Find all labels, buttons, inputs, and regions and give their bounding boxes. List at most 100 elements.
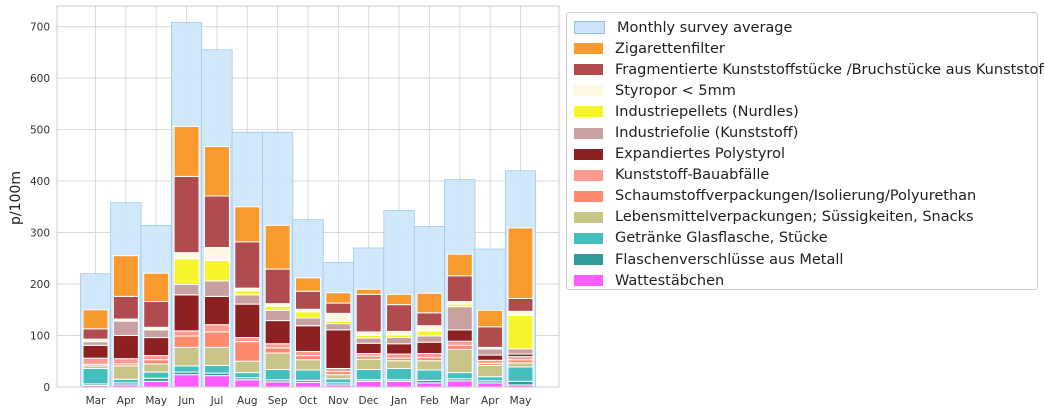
y-tick-label: 300 [30, 228, 50, 240]
stack-segment [173, 330, 200, 337]
legend-swatch [574, 169, 603, 181]
stack-segment [234, 241, 261, 289]
legend-item: Expandiertes Polystyrol [574, 144, 1037, 165]
legend-label: Wattestäbchen [615, 272, 725, 289]
stack-segment [386, 360, 413, 369]
legend-item: Monthly survey average [574, 17, 1037, 38]
stack-segment [416, 360, 443, 371]
y-tick-label: 500 [30, 125, 50, 137]
stack-segment [112, 365, 139, 380]
stack-segment [234, 294, 261, 305]
x-tick-label: Feb [420, 395, 439, 407]
stack-segment [416, 335, 443, 343]
stack-segment [295, 317, 321, 327]
axes [56, 5, 560, 388]
stack-segment [325, 329, 352, 369]
stack-segment [264, 309, 291, 322]
stack-segment [82, 341, 109, 346]
stack-segment [325, 302, 352, 314]
stack-segment [386, 293, 413, 306]
x-tick-label: Nov [328, 395, 349, 407]
stack-segment [446, 253, 473, 277]
stack-segment [173, 294, 200, 332]
stack-segment [264, 347, 291, 354]
legend-swatch [574, 232, 603, 244]
stack-segment [264, 368, 291, 381]
stack-segment [386, 353, 413, 359]
stack-segment [446, 348, 473, 374]
stack-segment [355, 342, 382, 355]
legend: Monthly survey average Zigarettenfilter Fr… [566, 12, 1044, 291]
stack-segment [173, 365, 200, 373]
stack-segment [416, 325, 443, 332]
stack-segment [295, 359, 321, 371]
stack-segment [355, 293, 382, 333]
y-tick-label: 0 [43, 382, 50, 394]
stack-segment [173, 252, 200, 260]
stack-segment [507, 366, 534, 382]
x-tick-label: Mar [86, 395, 106, 407]
stack-segment [325, 312, 352, 322]
stack-segment [143, 371, 170, 379]
stack-segment [173, 335, 200, 348]
stack-segment [82, 357, 109, 365]
legend-swatch [574, 275, 603, 287]
legend-item: Getränke Glasflasche, Stücke [574, 228, 1037, 249]
stack-segment [355, 331, 382, 337]
stack-segment [173, 125, 200, 177]
stack-segment [295, 381, 321, 388]
x-tick-label: Jul [210, 395, 224, 407]
stack-segment [112, 295, 139, 320]
stack-segment [355, 288, 382, 295]
stack-segment [355, 368, 382, 381]
stack-segment [112, 378, 139, 384]
legend-swatch [574, 190, 603, 202]
stack-segment [264, 320, 291, 345]
stack-segment [264, 224, 291, 270]
stack-segment [386, 304, 413, 332]
stack-segment [112, 255, 139, 297]
x-tick-label: May [510, 395, 532, 407]
legend-label: Monthly survey average [617, 19, 793, 36]
stack-segment [203, 375, 230, 388]
stack-segment [143, 355, 170, 361]
stack-segment [477, 326, 504, 348]
stack-segment [416, 330, 443, 337]
stack-segment [507, 297, 534, 312]
x-tick-label: May [145, 395, 167, 407]
legend-label: Expandiertes Polystyrol [615, 146, 785, 163]
stack-segment [203, 280, 230, 297]
legend-label: Lebensmittelverpackungen; Süssigkeiten, … [615, 209, 974, 226]
stack-segment [264, 381, 291, 388]
stack-segment [234, 303, 261, 339]
stack-segment [143, 272, 170, 303]
stack-segment [203, 195, 230, 248]
stack-segment [295, 277, 321, 292]
stack-segment [416, 382, 443, 388]
stack-segment [477, 382, 504, 388]
stack-segment [143, 337, 170, 357]
stack-segment [173, 346, 200, 367]
stack-segment [446, 372, 473, 380]
stack-segment [477, 364, 504, 378]
stack-segment [203, 259, 230, 282]
stack-segment [416, 341, 443, 355]
stack-segment [446, 275, 473, 303]
x-tick-label: Jan [390, 395, 407, 407]
legend-item: Fragmentierte Kunststoffstücke /Bruchstü… [574, 59, 1044, 80]
legend-label: Fragmentierte Kunststoffstücke /Bruchstü… [615, 61, 1044, 78]
legend-item: Lebensmittelverpackungen; Süssigkeiten, … [574, 207, 1037, 228]
stack-segment [82, 344, 109, 359]
stack-segment [325, 292, 352, 304]
legend-swatch [574, 254, 603, 266]
stack-segment [477, 348, 504, 356]
x-tick-label: Apr [117, 395, 136, 407]
stack-segment [234, 379, 261, 388]
y-axis-label: p/100m [8, 171, 24, 225]
stack-segment [446, 340, 473, 346]
stack-segment [477, 309, 504, 328]
stack-segment [477, 376, 504, 382]
legend-item: Wattestäbchen [574, 270, 1037, 291]
legend-swatch [574, 148, 603, 160]
